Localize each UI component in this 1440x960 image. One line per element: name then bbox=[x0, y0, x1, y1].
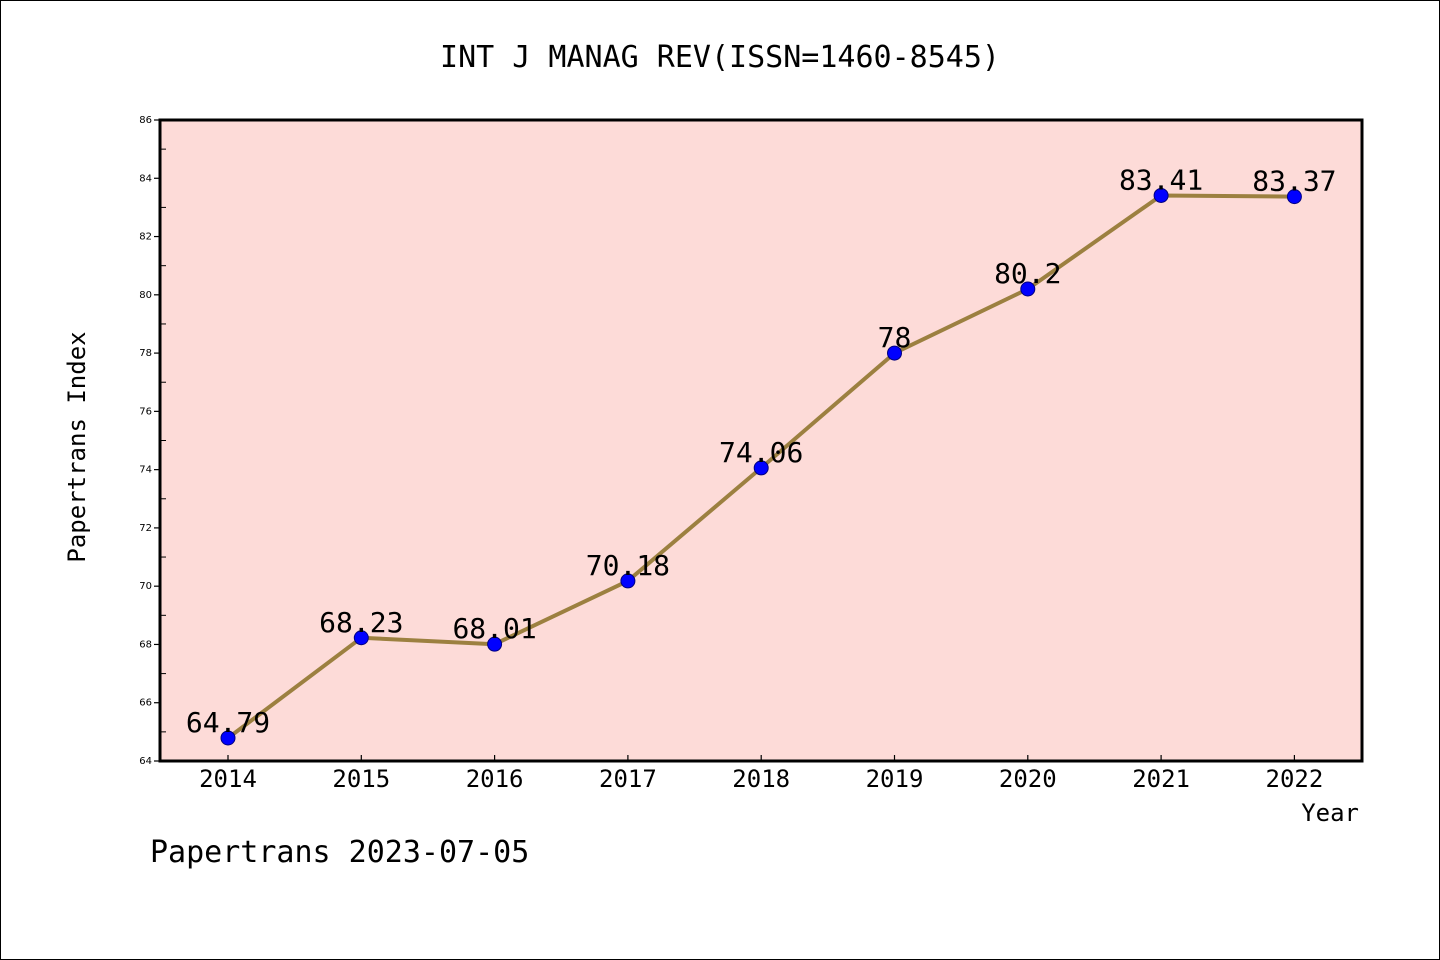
data-point bbox=[753, 460, 769, 476]
x-tick-label: 2014 bbox=[199, 765, 257, 793]
y-tick-label: 80 bbox=[139, 290, 152, 301]
y-tick-label: 68 bbox=[139, 639, 152, 650]
data-label: 70.18 bbox=[586, 549, 670, 582]
x-axis-ticks: 2014 2015 2016 2017 2018 2019 2020 2021 2022 bbox=[199, 755, 1323, 793]
y-axis-ticks: 64 66 68 70 72 74 76 78 80 82 84 86 bbox=[139, 115, 166, 767]
data-point bbox=[487, 636, 503, 652]
x-tick-label: 2016 bbox=[466, 765, 524, 793]
y-axis-label: Papertrans Index bbox=[63, 331, 91, 562]
data-label: 68.23 bbox=[319, 606, 403, 639]
x-tick-label: 2018 bbox=[732, 765, 790, 793]
data-label: 68.01 bbox=[452, 612, 536, 645]
data-point bbox=[620, 573, 636, 589]
series-layer: 64.79 68.23 68.01 70.18 74.06 78 80.2 83.41 83.3… bbox=[186, 163, 1337, 746]
data-label: 78 bbox=[878, 321, 912, 354]
x-tick-label: 2022 bbox=[1266, 765, 1324, 793]
data-point bbox=[1286, 189, 1302, 205]
data-label: 80.2 bbox=[994, 257, 1061, 290]
data-point bbox=[353, 630, 369, 646]
plot-area bbox=[160, 120, 1362, 761]
x-tick-label: 2017 bbox=[599, 765, 657, 793]
y-tick-label: 86 bbox=[139, 115, 152, 126]
x-tick-label: 2015 bbox=[332, 765, 390, 793]
x-axis-label: Year bbox=[1301, 799, 1359, 827]
plot-frame bbox=[158, 118, 1364, 763]
data-label: 64.79 bbox=[186, 706, 270, 739]
y-tick-label: 78 bbox=[139, 348, 152, 359]
y-tick-label: 84 bbox=[139, 173, 152, 184]
x-tick-label: 2021 bbox=[1132, 765, 1190, 793]
x-tick-label: 2020 bbox=[999, 765, 1057, 793]
data-point bbox=[887, 345, 902, 361]
y-tick-label: 82 bbox=[139, 232, 152, 243]
y-tick-label: 74 bbox=[139, 465, 152, 476]
data-label: 83.41 bbox=[1119, 163, 1203, 196]
y-tick-label: 64 bbox=[139, 756, 152, 767]
x-tick-label: 2019 bbox=[866, 765, 924, 793]
y-tick-label: 70 bbox=[139, 581, 152, 592]
data-point bbox=[1020, 281, 1036, 297]
y-tick-label: 76 bbox=[139, 406, 152, 417]
y-tick-label: 66 bbox=[139, 698, 152, 709]
data-point bbox=[220, 730, 236, 746]
data-label: 83.37 bbox=[1252, 165, 1336, 198]
data-point bbox=[1153, 187, 1169, 203]
footer-text: Papertrans 2023-07-05 bbox=[150, 835, 530, 870]
data-label: 74.06 bbox=[719, 436, 803, 469]
y-tick-label: 72 bbox=[139, 523, 152, 534]
chart-title: INT J MANAG REV(ISSN=1460-8545) bbox=[440, 40, 1000, 75]
